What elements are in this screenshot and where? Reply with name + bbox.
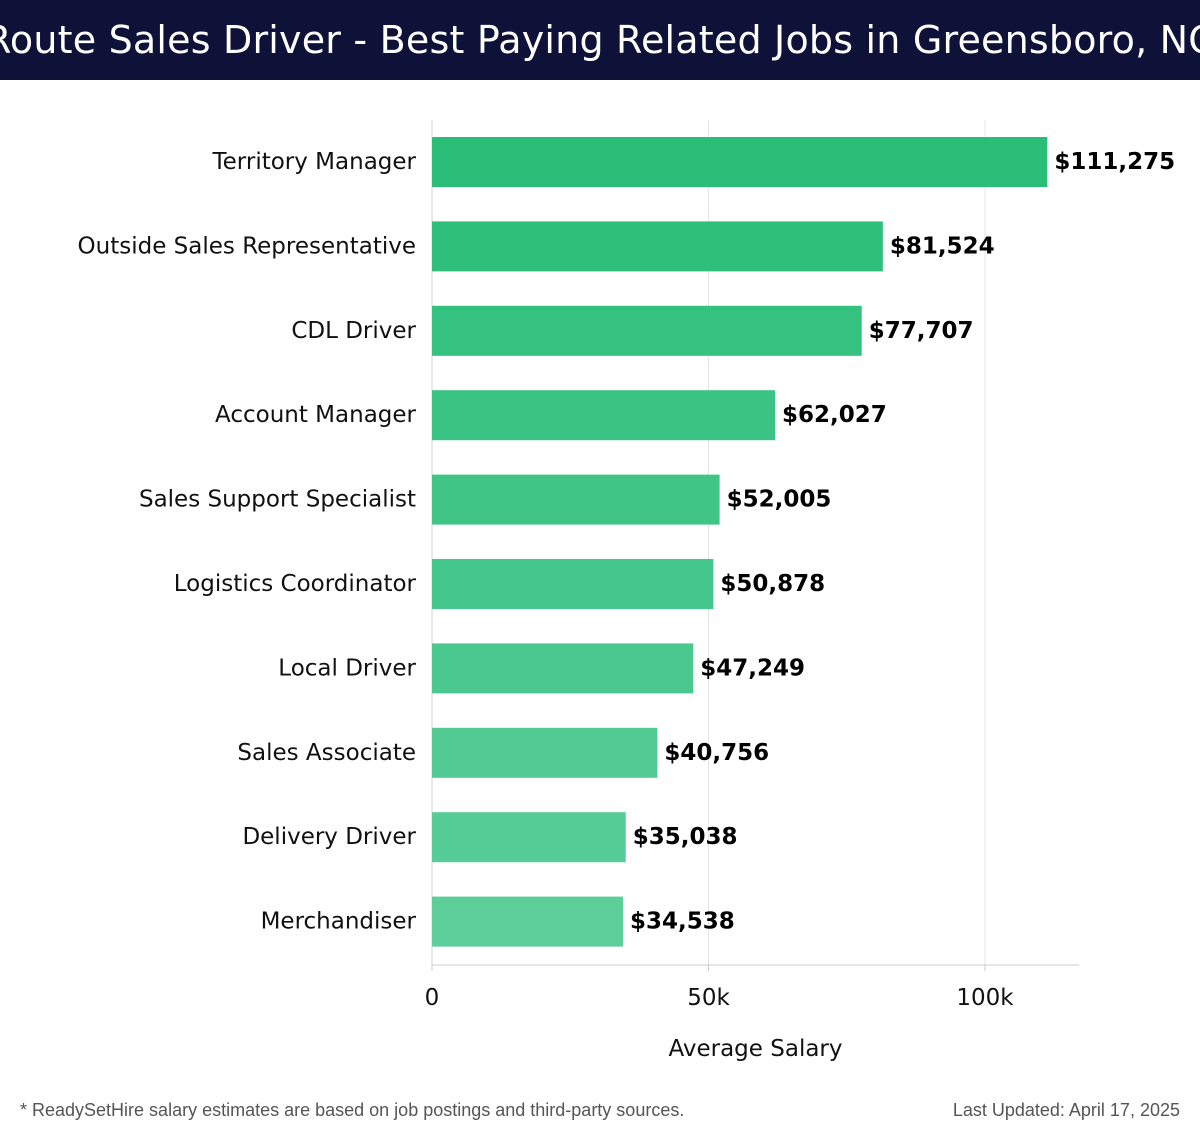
- bar: [432, 474, 720, 525]
- bar: [432, 727, 658, 778]
- bar: [432, 221, 883, 272]
- x-tick-label: 0: [425, 985, 440, 1011]
- category-label: Sales Support Specialist: [139, 487, 416, 513]
- value-label: $40,756: [664, 740, 769, 766]
- x-tick-label: 50k: [687, 985, 730, 1011]
- x-axis-title: Average Salary: [668, 1036, 842, 1062]
- category-label: Delivery Driver: [242, 824, 416, 850]
- value-label: $47,249: [700, 655, 805, 681]
- bar: [432, 305, 862, 356]
- bar-chart: Territory Manager Outside Sales Represent…: [78, 120, 1175, 1062]
- category-label: Local Driver: [278, 655, 416, 681]
- category-label: CDL Driver: [291, 318, 416, 344]
- last-updated: Last Updated: April 17, 2025: [952, 1100, 1180, 1120]
- bar: [432, 643, 694, 694]
- category-labels: Territory Manager Outside Sales Represent…: [78, 149, 417, 935]
- value-label: $52,005: [727, 487, 832, 513]
- value-label: $34,538: [630, 909, 735, 935]
- value-label: $111,275: [1054, 149, 1175, 175]
- category-label: Sales Associate: [237, 740, 416, 766]
- chart-title: Route Sales Driver - Best Paying Related…: [0, 18, 1200, 62]
- category-label: Logistics Coordinator: [174, 571, 417, 597]
- value-label: $77,707: [869, 318, 974, 344]
- value-label: $81,524: [890, 233, 995, 259]
- category-label: Account Manager: [215, 402, 417, 428]
- category-label: Merchandiser: [261, 909, 417, 935]
- bar: [432, 137, 1048, 187]
- x-tick-label: 100k: [956, 985, 1014, 1011]
- value-label: $35,038: [633, 824, 738, 850]
- category-label: Outside Sales Representative: [78, 233, 416, 259]
- source-note: * ReadySetHire salary estimates are base…: [20, 1100, 685, 1120]
- value-labels: $111,275 $81,524 $77,707 $62,027 $52,005 $50,…: [630, 149, 1175, 935]
- x-axis: 0 50k 100k Average Salary: [425, 964, 1079, 1062]
- value-label: $62,027: [782, 402, 887, 428]
- bar: [432, 390, 776, 441]
- chart-footer: * ReadySetHire salary estimates are base…: [0, 1092, 1200, 1132]
- chart-header: Route Sales Driver - Best Paying Related…: [0, 0, 1200, 80]
- bar: [432, 812, 626, 863]
- bar: [432, 559, 714, 609]
- value-label: $50,878: [720, 571, 825, 597]
- bars: [432, 137, 1048, 947]
- category-label: Territory Manager: [212, 149, 417, 175]
- bar: [432, 896, 623, 947]
